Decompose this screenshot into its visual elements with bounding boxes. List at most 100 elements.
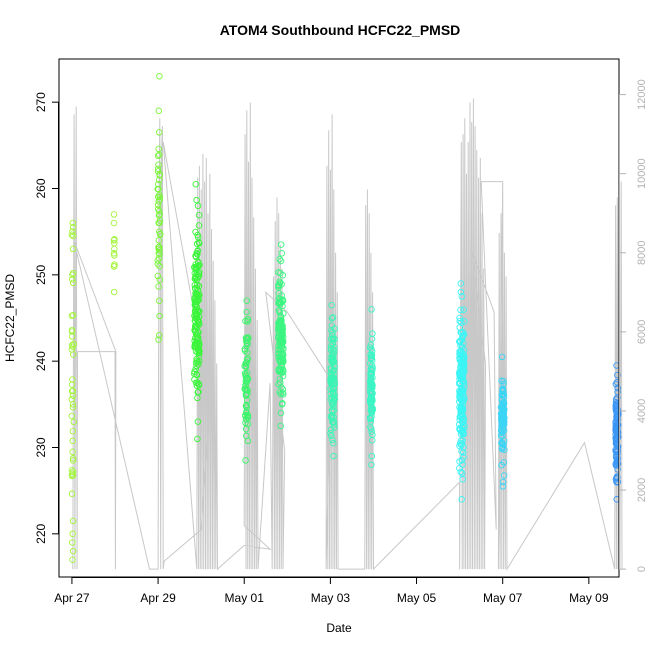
data-point <box>457 468 464 476</box>
data-point <box>368 357 376 364</box>
data-point <box>242 362 250 370</box>
x-tick-label: May 05 <box>397 591 437 605</box>
data-point <box>499 440 506 448</box>
data-point <box>156 297 163 304</box>
data-point <box>69 376 76 383</box>
data-point <box>327 430 334 437</box>
data-point <box>276 295 284 303</box>
data-point <box>456 317 464 325</box>
data-point <box>69 224 77 231</box>
data-point <box>367 373 374 381</box>
data-point <box>243 386 251 393</box>
data-point <box>614 388 621 396</box>
data-point <box>69 539 76 546</box>
data-point <box>242 385 249 392</box>
data-point <box>368 461 375 469</box>
data-point <box>242 457 249 464</box>
data-point <box>69 232 77 240</box>
data-point <box>330 421 338 428</box>
data-point <box>69 530 76 538</box>
y-axis-left: 220 230 240 250 260 270 <box>34 92 59 544</box>
data-point <box>458 388 466 396</box>
data-point <box>68 470 76 478</box>
data-point <box>154 165 162 173</box>
data-point <box>329 332 336 339</box>
data-point <box>192 252 199 260</box>
data-point <box>155 129 163 136</box>
y-axis-label: HCFC22_PMSD <box>3 274 17 362</box>
data-point <box>368 425 375 432</box>
data-point <box>194 234 202 241</box>
data-point <box>194 251 201 258</box>
data-point <box>277 257 285 265</box>
data-point <box>69 279 77 287</box>
data-point <box>458 293 466 300</box>
data-point <box>154 201 162 209</box>
data-point <box>498 429 505 436</box>
data-point <box>369 389 376 397</box>
data-point <box>110 288 118 296</box>
data-point <box>69 437 76 445</box>
data-point <box>155 245 162 253</box>
data-point <box>500 472 508 479</box>
data-point <box>192 340 199 348</box>
data-point <box>460 386 467 394</box>
data-point <box>155 161 162 168</box>
plot-frame <box>58 58 620 578</box>
data-point <box>243 409 250 417</box>
data-point <box>460 361 468 369</box>
y-tick-label: 220 <box>34 524 48 544</box>
data-point <box>156 231 164 238</box>
x-axis-label: Date <box>326 621 352 635</box>
data-point <box>458 334 466 341</box>
data-point <box>277 299 285 306</box>
altitude-trace-line <box>72 98 623 571</box>
data-point <box>368 352 376 359</box>
data-point <box>69 455 77 462</box>
data-point <box>330 366 338 373</box>
data-point <box>68 312 76 320</box>
data-point <box>368 452 375 460</box>
data-point <box>244 374 251 382</box>
data-point <box>275 307 283 315</box>
data-point <box>275 346 283 354</box>
data-point <box>456 458 463 465</box>
x-tick-label: May 03 <box>311 591 351 605</box>
data-point <box>244 355 252 362</box>
data-point <box>278 384 285 391</box>
data-point <box>196 261 203 269</box>
data-point <box>194 358 201 366</box>
data-point <box>278 331 285 339</box>
data-point <box>155 332 163 339</box>
data-point <box>498 461 505 469</box>
data-point <box>368 404 375 412</box>
data-point <box>368 394 376 401</box>
data-point <box>195 222 203 229</box>
data-point <box>156 228 163 235</box>
data-point <box>279 271 287 279</box>
data-point <box>68 341 76 349</box>
data-point <box>460 306 467 313</box>
data-point <box>368 396 376 404</box>
y-tick-label: 230 <box>34 437 48 457</box>
data-point <box>278 321 286 329</box>
data-point <box>69 269 77 277</box>
data-point <box>329 407 336 414</box>
data-point <box>69 219 77 227</box>
data-point <box>497 432 505 440</box>
data-point <box>243 297 250 304</box>
data-point <box>331 424 338 431</box>
data-point <box>458 496 465 503</box>
data-point <box>110 250 118 257</box>
y-axis-right: 0 2000 4000 6000 8000 10000 12000 <box>619 79 648 572</box>
data-point <box>155 207 163 215</box>
data-point <box>68 326 76 334</box>
data-point <box>457 348 464 356</box>
data-point <box>457 430 465 438</box>
data-point <box>155 180 162 188</box>
data-point <box>156 73 163 80</box>
y2-tick-label: 6000 <box>636 320 648 344</box>
data-point <box>193 357 201 365</box>
data-point <box>156 250 163 258</box>
data-point <box>330 439 337 447</box>
